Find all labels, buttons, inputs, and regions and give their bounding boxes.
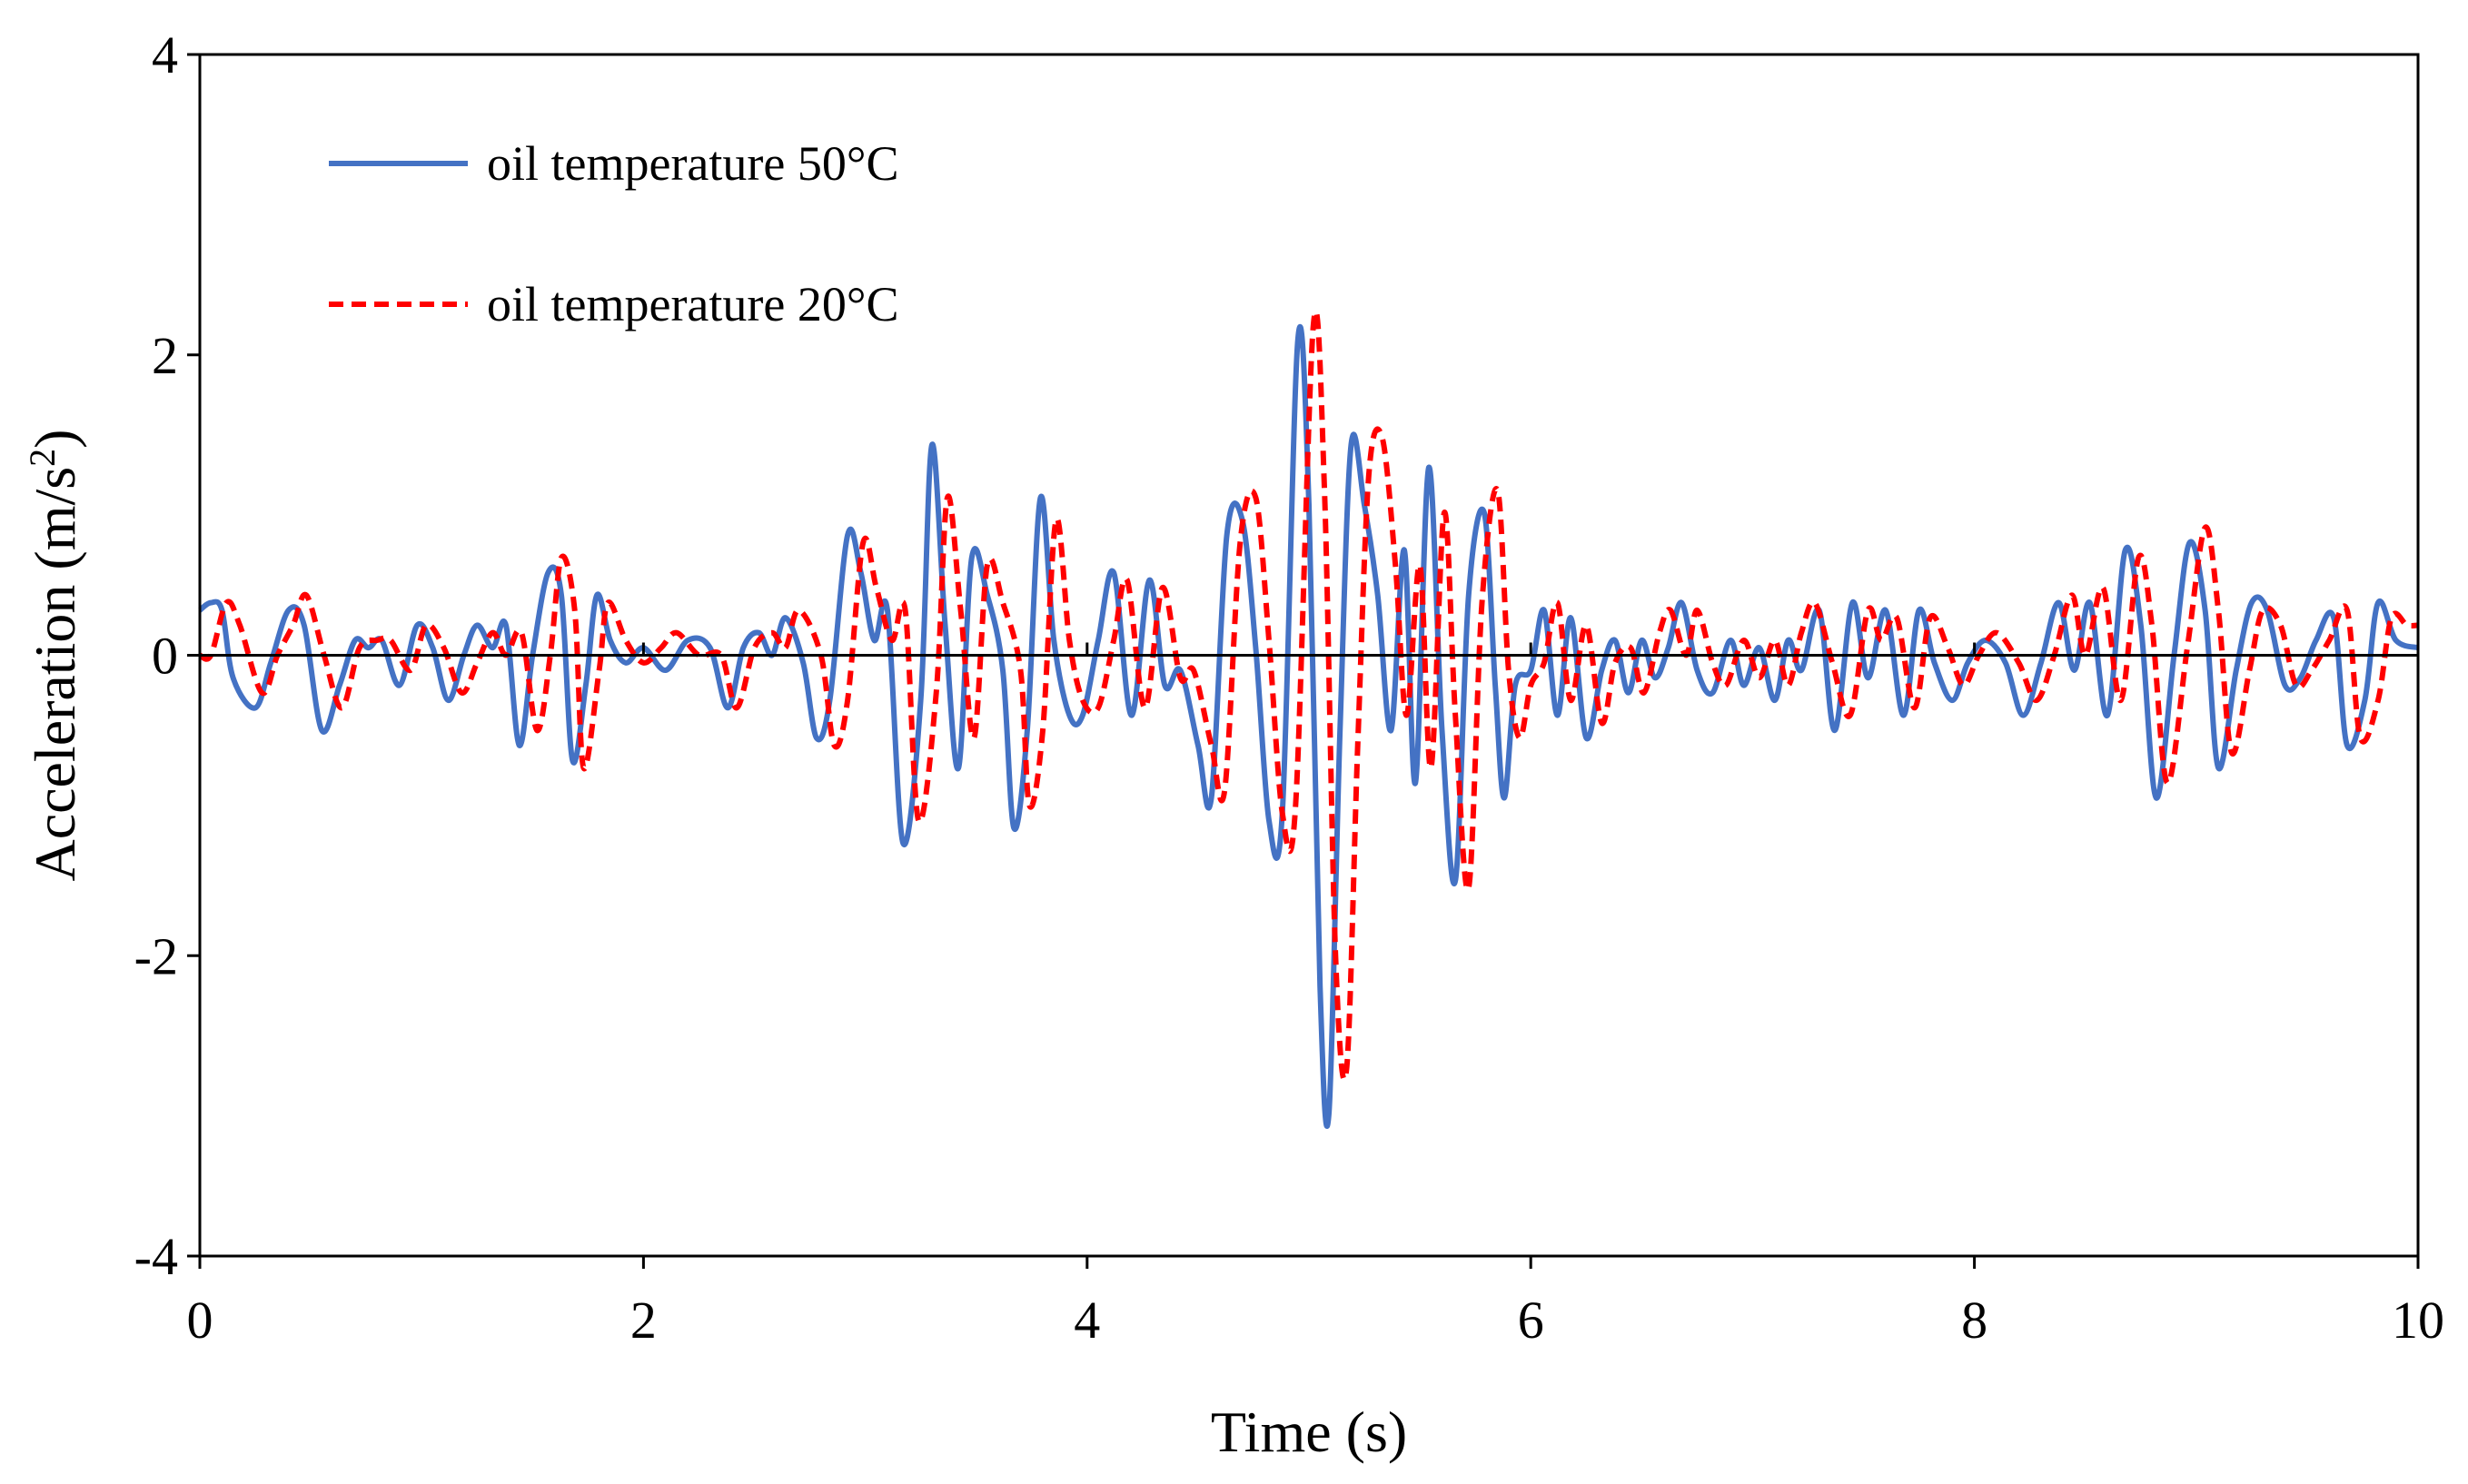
legend-label-20c: oil temperature 20°C	[487, 277, 898, 331]
x-axis-title: Time (s)	[1211, 1400, 1407, 1464]
y-axis-title: Acceleration (m/s2)	[22, 430, 88, 882]
x-tick-label: 4	[1074, 1291, 1100, 1350]
y-axis-title-end: )	[23, 430, 87, 449]
y-tick-label: -4	[134, 1227, 178, 1286]
x-tick-label: 10	[2392, 1291, 2444, 1350]
x-tick-label: 8	[1961, 1291, 1987, 1350]
y-tick-label: -2	[134, 926, 178, 985]
x-tick-label: 0	[187, 1291, 213, 1350]
tick-layer: -4 -2 0 2 4 0 2 4 6 8 10	[134, 25, 2444, 1350]
y-tick-label: 4	[152, 25, 178, 84]
y-tick-label: 2	[152, 326, 178, 385]
y-tick-label: 0	[152, 627, 178, 686]
legend: oil temperature 50°C oil temperature 20°…	[329, 136, 898, 331]
y-axis-title-base: Acceleration (m/s	[23, 467, 87, 882]
x-tick-label: 2	[630, 1291, 657, 1350]
series-line-20c	[198, 309, 2419, 1083]
legend-label-50c: oil temperature 50°C	[487, 136, 898, 191]
x-tick-label: 6	[1518, 1291, 1544, 1350]
series-layer	[198, 309, 2419, 1129]
y-axis-title-superscript: 2	[22, 449, 63, 467]
series-line-50c	[198, 323, 2419, 1129]
